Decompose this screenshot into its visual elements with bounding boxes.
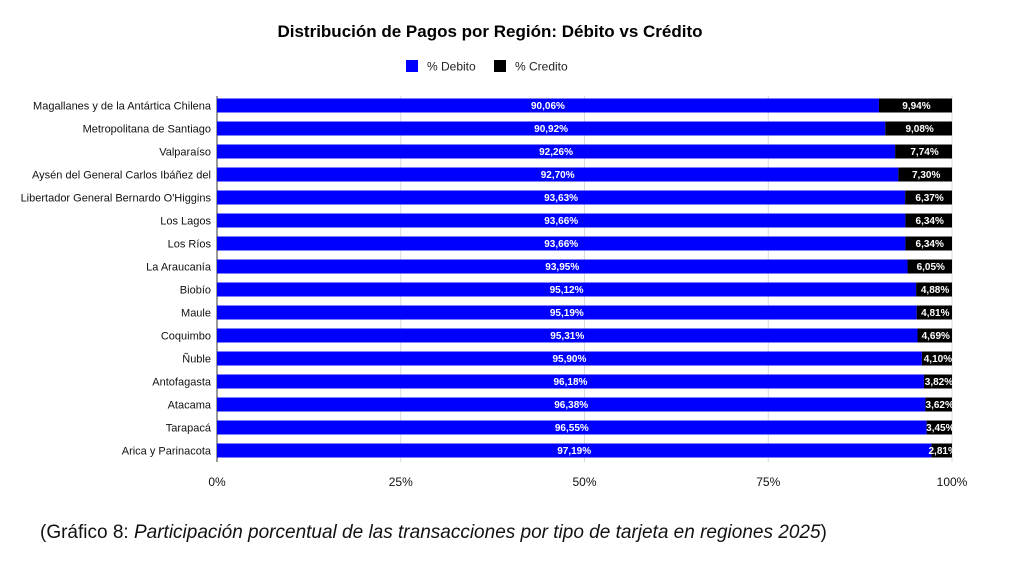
caption-italic: Participación porcentual de las transacc… bbox=[133, 522, 821, 543]
category-label: Coquimbo bbox=[161, 331, 211, 343]
data-label: 4,69% bbox=[922, 331, 950, 342]
category-label: La Araucanía bbox=[146, 262, 212, 274]
bar-segment bbox=[217, 144, 896, 159]
stacked-bar-chart: Distribución de Pagos por Región: Débito… bbox=[21, 22, 968, 489]
bar-segment bbox=[217, 167, 899, 182]
data-label: 96,38% bbox=[554, 400, 588, 411]
data-label: 3,45% bbox=[926, 423, 954, 434]
bar-segment bbox=[905, 190, 952, 205]
bar-segment bbox=[905, 213, 952, 228]
category-label: Maule bbox=[181, 308, 211, 320]
category-label: Ñuble bbox=[182, 353, 211, 366]
bar-segment bbox=[217, 98, 879, 113]
category-label: Aysén del General Carlos Ibáñez del bbox=[32, 170, 211, 182]
data-label: 95,12% bbox=[550, 285, 584, 296]
data-label: 6,05% bbox=[917, 262, 945, 273]
data-label: 4,88% bbox=[921, 285, 949, 296]
bar-segment bbox=[926, 420, 952, 435]
chart-title: Distribución de Pagos por Región: Débito… bbox=[277, 22, 702, 41]
x-tick-label: 25% bbox=[389, 475, 413, 489]
x-tick-label: 0% bbox=[208, 475, 226, 489]
data-label: 6,34% bbox=[916, 239, 944, 250]
data-label: 93,95% bbox=[545, 262, 579, 273]
category-label: Los Ríos bbox=[168, 239, 212, 251]
bar-segment bbox=[916, 305, 952, 320]
category-label: Biobío bbox=[180, 285, 211, 297]
bar-segment bbox=[217, 351, 922, 366]
bar-segment bbox=[923, 374, 952, 389]
data-label: 92,70% bbox=[541, 170, 575, 181]
chart-legend: % Debito % Credito bbox=[406, 60, 568, 74]
legend-swatch bbox=[406, 60, 418, 72]
data-label: 6,37% bbox=[915, 193, 943, 204]
bar-segment bbox=[925, 397, 952, 412]
category-label: Los Lagos bbox=[160, 216, 211, 228]
bar-segment bbox=[907, 259, 952, 274]
bar-segment bbox=[917, 328, 952, 343]
data-label: 6,34% bbox=[916, 216, 944, 227]
data-label: 97,19% bbox=[557, 446, 591, 457]
data-label: 7,74% bbox=[910, 147, 938, 158]
data-label: 95,31% bbox=[550, 331, 584, 342]
bar-segment bbox=[217, 397, 926, 412]
x-tick-label: 50% bbox=[572, 475, 596, 489]
bar-segment bbox=[217, 305, 917, 320]
category-label: Antofagasta bbox=[152, 377, 212, 389]
data-label: 2,81% bbox=[928, 446, 956, 457]
x-tick-label: 100% bbox=[937, 475, 968, 489]
legend-label: % Debito bbox=[427, 60, 476, 74]
caption-suffix: ) bbox=[820, 522, 827, 543]
bar-segment bbox=[217, 374, 924, 389]
bar-segment bbox=[921, 351, 952, 366]
bar-segment bbox=[217, 121, 886, 136]
data-label: 4,10% bbox=[924, 354, 952, 365]
legend-label: % Credito bbox=[515, 60, 568, 74]
data-label: 4,81% bbox=[921, 308, 949, 319]
bar-segment bbox=[895, 144, 952, 159]
category-label: Libertador General Bernardo O'Higgins bbox=[21, 193, 212, 205]
bar-segment bbox=[905, 236, 952, 251]
bar-segment bbox=[217, 420, 927, 435]
data-label: 95,90% bbox=[552, 354, 586, 365]
data-label: 9,94% bbox=[902, 101, 930, 112]
figure-caption: (Gráfico 8: Participación porcentual de … bbox=[40, 522, 827, 544]
x-axis-ticks: 0% 25% 50% 75% 100% bbox=[208, 475, 967, 489]
data-label: 95,19% bbox=[550, 308, 584, 319]
bars-group: 90,06% 9,94% 90,92% 9,08% 92,26% 7,74% 92,70% 7… bbox=[217, 98, 957, 458]
data-label: 96,18% bbox=[554, 377, 588, 388]
bar-segment bbox=[916, 282, 952, 297]
category-label: Magallanes y de la Antártica Chilena bbox=[33, 101, 212, 113]
bar-segment bbox=[217, 190, 906, 205]
category-label: Atacama bbox=[168, 400, 212, 412]
data-label: 92,26% bbox=[539, 147, 573, 158]
legend-swatch bbox=[494, 60, 506, 72]
bar-segment bbox=[217, 236, 906, 251]
category-label: Metropolitana de Santiago bbox=[83, 124, 211, 136]
bar-segment bbox=[931, 443, 952, 458]
category-labels: Magallanes y de la Antártica Chilena Metr… bbox=[21, 101, 212, 458]
data-label: 90,92% bbox=[534, 124, 568, 135]
data-label: 90,06% bbox=[531, 101, 565, 112]
bar-segment bbox=[885, 121, 952, 136]
bar-segment bbox=[217, 282, 917, 297]
bar-segment bbox=[217, 328, 918, 343]
bar-segment bbox=[878, 98, 952, 113]
data-label: 93,66% bbox=[544, 216, 578, 227]
data-label: 9,08% bbox=[905, 124, 933, 135]
data-label: 96,55% bbox=[555, 423, 589, 434]
data-label: 3,82% bbox=[925, 377, 953, 388]
category-label: Tarapacá bbox=[166, 423, 212, 435]
x-tick-label: 75% bbox=[756, 475, 780, 489]
bar-segment bbox=[217, 443, 932, 458]
category-label: Arica y Parinacota bbox=[122, 446, 212, 458]
bar-segment bbox=[217, 259, 908, 274]
bar-segment bbox=[217, 213, 906, 228]
caption-prefix: (Gráfico 8: bbox=[40, 522, 134, 543]
bar-segment bbox=[898, 167, 952, 182]
data-label: 93,66% bbox=[544, 239, 578, 250]
data-label: 93,63% bbox=[544, 193, 578, 204]
category-label: Valparaíso bbox=[159, 147, 211, 159]
data-label: 3,62% bbox=[926, 400, 954, 411]
data-label: 7,30% bbox=[912, 170, 940, 181]
